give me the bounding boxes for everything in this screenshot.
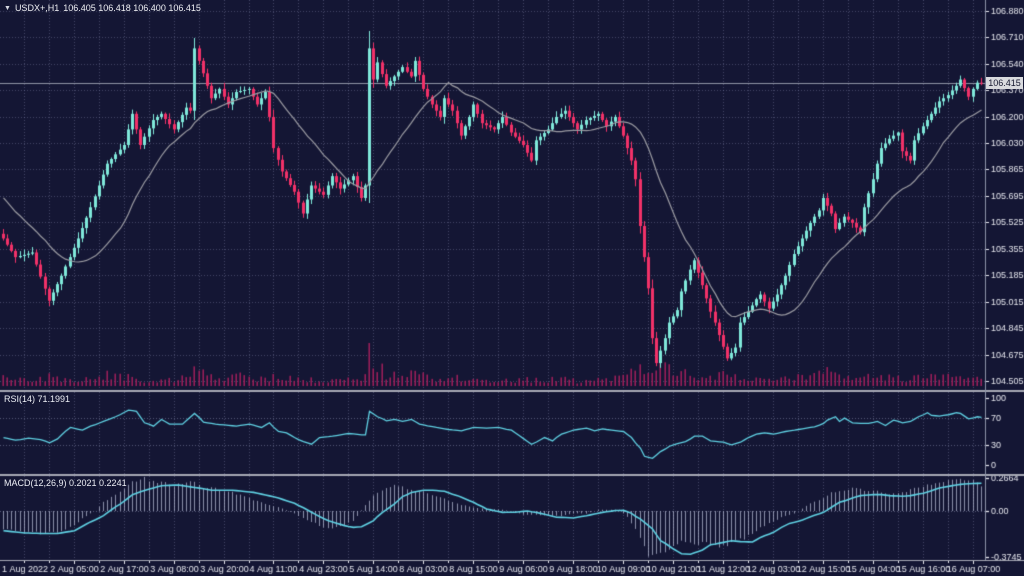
current-price-badge: 106.415 <box>986 77 1023 89</box>
rsi-indicator-label: RSI(14) 71.1991 <box>4 394 71 404</box>
symbol-label: USDX+,H1 <box>14 3 60 13</box>
chevron-down-icon[interactable]: ▼ <box>4 4 11 12</box>
symbol-ohlc-bar: ▼ USDX+,H1 106.405 106.418 106.400 106.4… <box>4 3 201 13</box>
ohlc-readout: 106.405 106.418 106.400 106.415 <box>63 3 201 13</box>
macd-indicator-label: MACD(12,26,9) 0.2021 0.2241 <box>4 478 127 488</box>
